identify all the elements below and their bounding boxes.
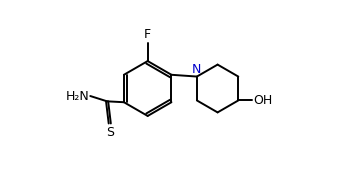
Text: F: F	[144, 28, 151, 41]
Text: S: S	[106, 126, 114, 139]
Text: H₂N: H₂N	[66, 90, 89, 102]
Text: OH: OH	[253, 94, 272, 107]
Text: N: N	[191, 63, 201, 76]
